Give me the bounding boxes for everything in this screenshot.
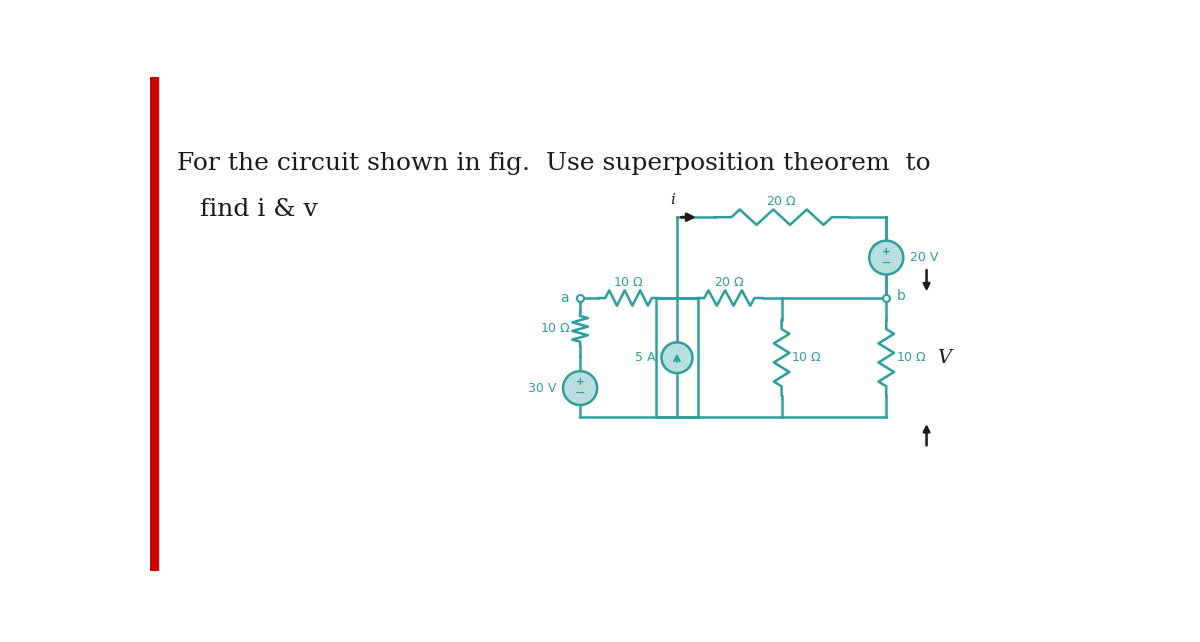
Bar (655, 298, 698, 417)
Text: 30 V: 30 V (528, 381, 557, 395)
Text: 10 $\Omega$: 10 $\Omega$ (613, 276, 644, 289)
Circle shape (563, 371, 598, 405)
Text: −: − (575, 387, 586, 400)
Text: +: + (882, 247, 890, 257)
Text: b: b (896, 290, 905, 304)
Text: find i & v: find i & v (200, 198, 318, 221)
Text: 5 A: 5 A (635, 351, 655, 364)
Text: −: − (881, 257, 892, 270)
Bar (150, 77, 157, 571)
Text: a: a (560, 291, 569, 305)
Text: V: V (937, 349, 952, 367)
Text: For the circuit shown in fig.  Use superposition theorem  to: For the circuit shown in fig. Use superp… (178, 152, 931, 175)
Text: i: i (671, 193, 676, 207)
Text: 20 V: 20 V (910, 251, 938, 264)
Text: +: + (576, 377, 584, 387)
Text: 10 $\Omega$: 10 $\Omega$ (895, 351, 926, 364)
Text: 10 $\Omega$: 10 $\Omega$ (791, 351, 822, 364)
Text: 10 $\Omega$: 10 $\Omega$ (540, 322, 571, 335)
Text: 20 $\Omega$: 20 $\Omega$ (714, 276, 745, 289)
Circle shape (661, 342, 692, 373)
Text: 20 $\Omega$: 20 $\Omega$ (766, 195, 797, 208)
Circle shape (869, 241, 904, 275)
